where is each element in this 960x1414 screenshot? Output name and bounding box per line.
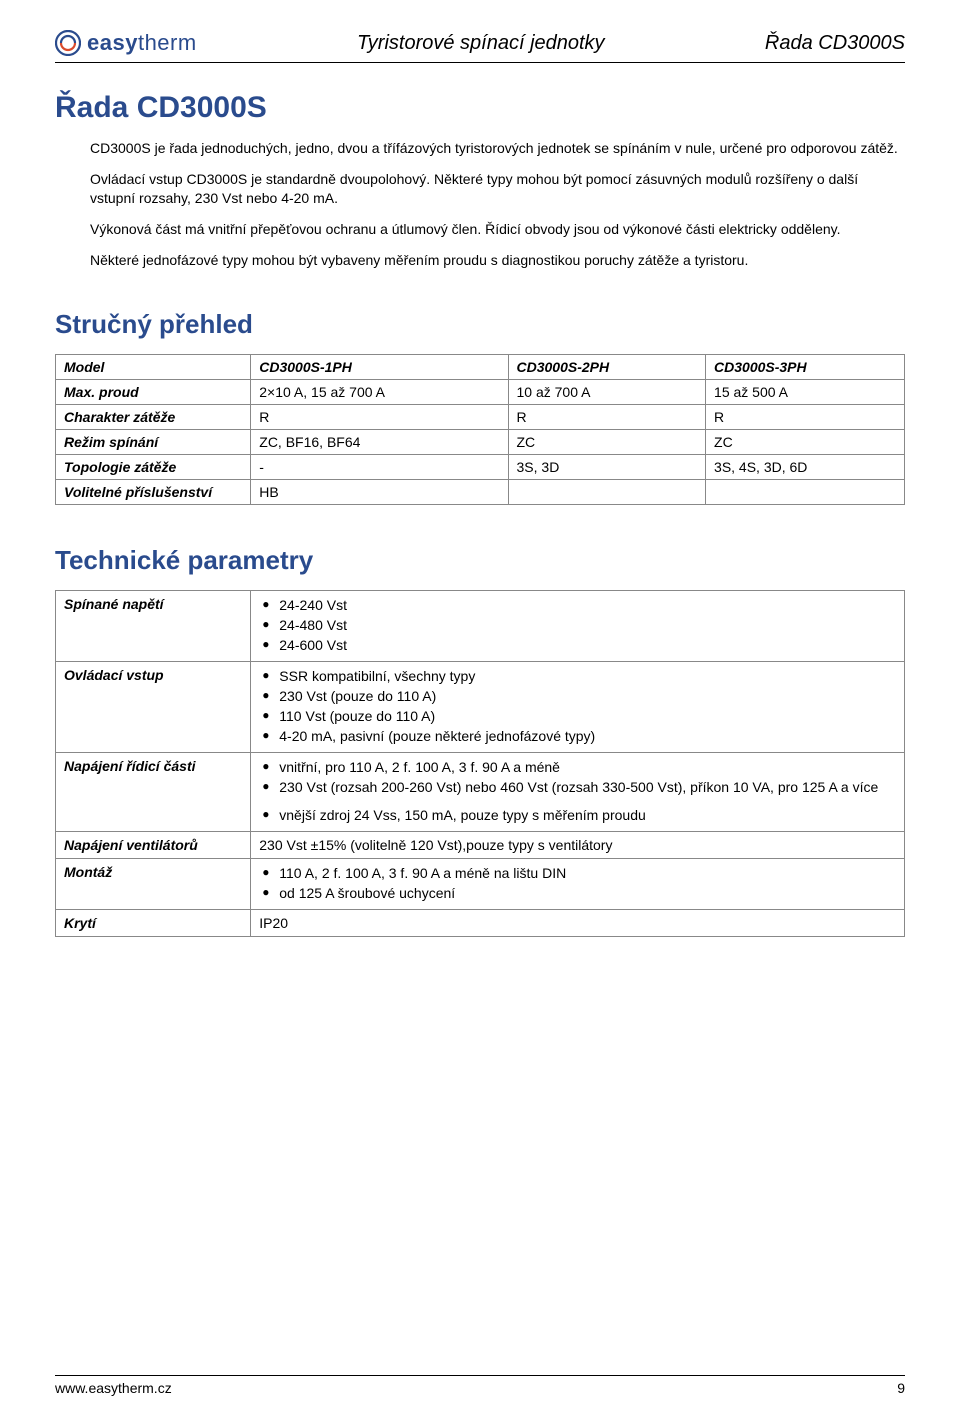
bullet-list: SSR kompatibilní, všechny typy230 Vst (p… (259, 667, 896, 746)
logo-text: easytherm (87, 30, 197, 56)
cell: 15 až 500 A (706, 380, 905, 405)
list-item: SSR kompatibilní, všechny typy (259, 667, 896, 686)
list-item: vnitřní, pro 110 A, 2 f. 100 A, 3 f. 90 … (259, 758, 896, 777)
cell: CD3000S-2PH (508, 355, 706, 380)
row-label: Napájení řídicí části (56, 752, 251, 832)
header-center-title: Tyristorové spínací jednotky (357, 32, 605, 55)
table-row: Max. proud2×10 A, 15 až 700 A10 až 700 A… (56, 380, 905, 405)
table-row: Charakter zátěžeRRR (56, 405, 905, 430)
intro-paragraph: Výkonová část má vnitřní přepěťovou ochr… (90, 220, 905, 239)
list-item: 230 Vst (rozsah 200-260 Vst) nebo 460 Vs… (259, 778, 896, 797)
bullet-list: 24-240 Vst24-480 Vst24-600 Vst (259, 596, 896, 655)
cell: vnitřní, pro 110 A, 2 f. 100 A, 3 f. 90 … (251, 752, 905, 832)
cell: 24-240 Vst24-480 Vst24-600 Vst (251, 591, 905, 662)
page-header: easytherm Tyristorové spínací jednotky Ř… (55, 30, 905, 63)
list-item: od 125 A šroubové uchycení (259, 884, 896, 903)
row-label: Krytí (56, 910, 251, 937)
bullet-list: vnitřní, pro 110 A, 2 f. 100 A, 3 f. 90 … (259, 758, 896, 797)
cell: HB (251, 480, 508, 505)
cell: CD3000S-3PH (706, 355, 905, 380)
cell (706, 480, 905, 505)
table-row: KrytíIP20 (56, 910, 905, 937)
list-item: 24-240 Vst (259, 596, 896, 615)
page-footer: www.easytherm.cz 9 (55, 1375, 905, 1396)
cell: R (508, 405, 706, 430)
header-right-title: Řada CD3000S (765, 32, 905, 55)
row-label: Spínané napětí (56, 591, 251, 662)
row-label: Max. proud (56, 380, 251, 405)
logo-icon (55, 30, 81, 56)
cell: 230 Vst ±15% (volitelně 120 Vst),pouze t… (251, 832, 905, 859)
table-row: Režim spínáníZC, BF16, BF64ZCZC (56, 430, 905, 455)
cell: SSR kompatibilní, všechny typy230 Vst (p… (251, 662, 905, 753)
overview-heading: Stručný přehled (55, 309, 905, 340)
list-item: 4-20 mA, pasivní (pouze některé jednofáz… (259, 727, 896, 746)
row-label: Volitelné příslušenství (56, 480, 251, 505)
row-label: Charakter zátěže (56, 405, 251, 430)
list-item: 230 Vst (pouze do 110 A) (259, 687, 896, 706)
logo: easytherm (55, 30, 197, 56)
cell: 110 A, 2 f. 100 A, 3 f. 90 A a méně na l… (251, 859, 905, 910)
list-item: 110 A, 2 f. 100 A, 3 f. 90 A a méně na l… (259, 864, 896, 883)
intro-paragraph: CD3000S je řada jednoduchých, jedno, dvo… (90, 139, 905, 158)
cell: 3S, 4S, 3D, 6D (706, 455, 905, 480)
footer-page-number: 9 (897, 1380, 905, 1396)
table-row: Volitelné příslušenstvíHB (56, 480, 905, 505)
cell: R (251, 405, 508, 430)
table-row: Ovládací vstupSSR kompatibilní, všechny … (56, 662, 905, 753)
page-title: Řada CD3000S (55, 91, 905, 125)
bullet-list: 110 A, 2 f. 100 A, 3 f. 90 A a méně na l… (259, 864, 896, 903)
tech-table: Spínané napětí24-240 Vst24-480 Vst24-600… (55, 590, 905, 937)
cell: - (251, 455, 508, 480)
table-row: Napájení ventilátorů230 Vst ±15% (volite… (56, 832, 905, 859)
logo-text-easy: easy (87, 30, 138, 55)
cell (508, 480, 706, 505)
row-label: Model (56, 355, 251, 380)
cell: 3S, 3D (508, 455, 706, 480)
overview-table: ModelCD3000S-1PHCD3000S-2PHCD3000S-3PHMa… (55, 354, 905, 505)
row-label: Topologie zátěže (56, 455, 251, 480)
list-item: 24-480 Vst (259, 616, 896, 635)
table-row: Topologie zátěže-3S, 3D3S, 4S, 3D, 6D (56, 455, 905, 480)
cell: 2×10 A, 15 až 700 A (251, 380, 508, 405)
list-item: vnější zdroj 24 Vss, 150 mA, pouze typy … (259, 806, 896, 825)
list-item: 110 Vst (pouze do 110 A) (259, 707, 896, 726)
table-row: Spínané napětí24-240 Vst24-480 Vst24-600… (56, 591, 905, 662)
footer-url: www.easytherm.cz (55, 1380, 172, 1396)
intro-paragraph: Ovládací vstup CD3000S je standardně dvo… (90, 170, 905, 208)
cell: 10 až 700 A (508, 380, 706, 405)
list-item: 24-600 Vst (259, 636, 896, 655)
cell: R (706, 405, 905, 430)
row-label: Napájení ventilátorů (56, 832, 251, 859)
cell: ZC (706, 430, 905, 455)
cell: IP20 (251, 910, 905, 937)
intro-block: CD3000S je řada jednoduchých, jedno, dvo… (90, 139, 905, 269)
table-row: Montáž 110 A, 2 f. 100 A, 3 f. 90 A a mén… (56, 859, 905, 910)
table-row: ModelCD3000S-1PHCD3000S-2PHCD3000S-3PH (56, 355, 905, 380)
table-row: Napájení řídicí části vnitřní, pro 110 A,… (56, 752, 905, 832)
intro-paragraph: Některé jednofázové typy mohou být vybav… (90, 251, 905, 270)
cell: CD3000S-1PH (251, 355, 508, 380)
logo-text-therm: therm (138, 30, 197, 55)
row-label: Montáž (56, 859, 251, 910)
tech-heading: Technické parametry (55, 545, 905, 576)
cell: ZC (508, 430, 706, 455)
bullet-list: vnější zdroj 24 Vss, 150 mA, pouze typy … (259, 806, 896, 825)
cell: ZC, BF16, BF64 (251, 430, 508, 455)
row-label: Ovládací vstup (56, 662, 251, 753)
row-label: Režim spínání (56, 430, 251, 455)
